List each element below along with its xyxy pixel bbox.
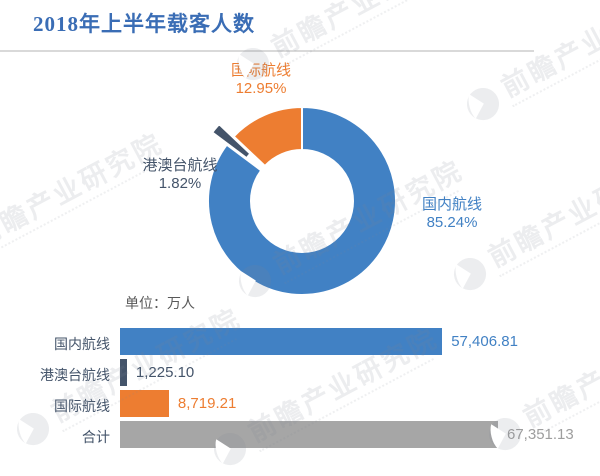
donut-label-domestic: 国内航线 85.24%	[397, 196, 507, 232]
page-title: 2018年上半年载客人数	[33, 12, 255, 36]
donut-label-international-name: 国际航线	[230, 62, 291, 79]
bar-value-合计: 67,351.13	[507, 426, 574, 443]
donut-label-international-pct: 12.95%	[235, 80, 287, 97]
bar-港澳台航线	[120, 359, 127, 386]
donut-label-hk-macau-taiwan-pct: 1.82%	[158, 175, 202, 192]
unit-label: 单位：万人	[125, 295, 195, 311]
bar-合计	[120, 421, 498, 448]
donut-label-domestic-name: 国内航线	[421, 196, 482, 213]
bar-label-国际航线: 国际航线	[54, 398, 110, 414]
bar-label-国内航线: 国内航线	[54, 336, 110, 352]
bar-value-港澳台航线: 1,225.10	[135, 364, 195, 381]
donut-label-hk-macau-taiwan: 港澳台航线 1.82%	[125, 157, 235, 193]
bar-value-国内航线: 57,406.81	[451, 333, 518, 350]
bar-国际航线	[120, 390, 169, 417]
bar-value-国际航线: 8,719.21	[177, 395, 237, 412]
bar-label-合计: 合计	[82, 429, 110, 445]
donut-label-domestic-pct: 85.24%	[426, 214, 478, 231]
bar-label-港澳台航线: 港澳台航线	[40, 367, 110, 383]
title-divider	[0, 50, 534, 52]
donut-label-hk-macau-taiwan-name: 港澳台航线	[142, 157, 218, 174]
bar-国内航线	[120, 328, 443, 355]
donut-label-international: 国际航线 12.95%	[206, 62, 316, 98]
